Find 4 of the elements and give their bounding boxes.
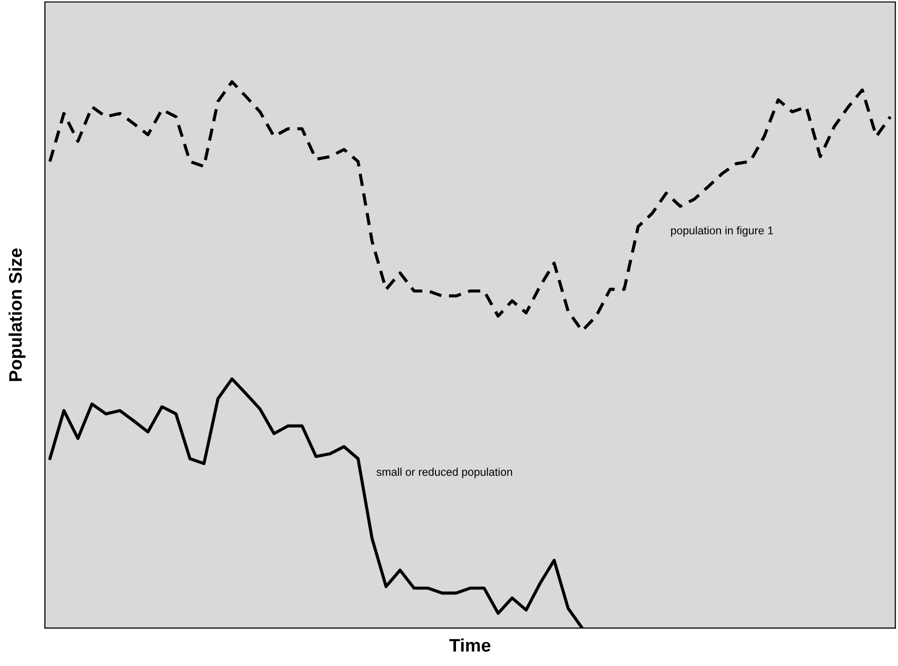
series-label: population in figure 1 bbox=[671, 226, 774, 237]
x-axis-title: Time bbox=[449, 638, 490, 652]
y-axis-title: Population Size bbox=[8, 248, 26, 382]
series-label: small or reduced population bbox=[376, 468, 512, 478]
